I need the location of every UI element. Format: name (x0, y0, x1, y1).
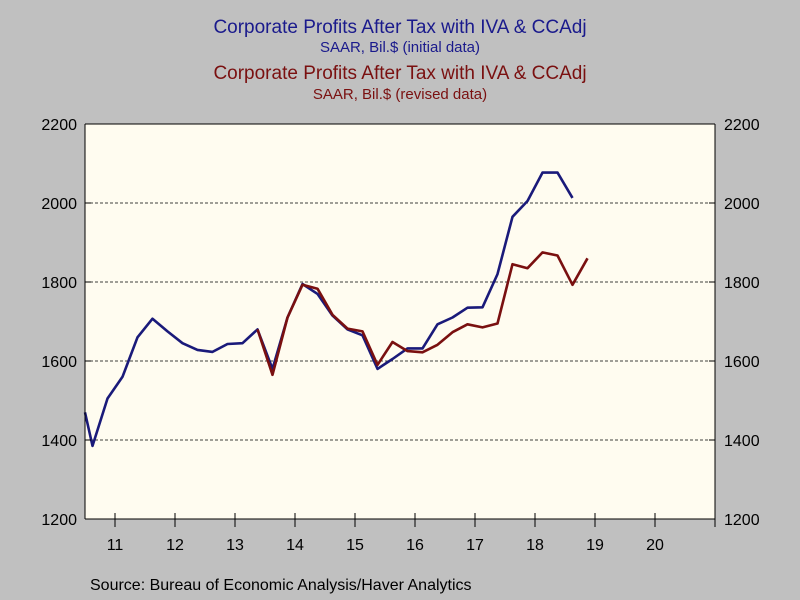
chart-subtitle-revised: SAAR, Bil.$ (revised data) (312, 86, 488, 103)
y-tick-label-right: 1600 (724, 354, 760, 371)
y-tick-label-right: 1200 (724, 512, 760, 529)
x-tick-label: 19 (586, 537, 604, 554)
y-tick-label-right: 1400 (724, 433, 760, 450)
x-tick-label: 14 (286, 537, 304, 554)
series-line-revised (256, 251, 589, 377)
x-tick-label: 18 (526, 537, 544, 554)
x-tick-label: 12 (166, 537, 184, 554)
x-tick-label: 16 (406, 537, 424, 554)
y-tick-label-left: 2200 (41, 117, 77, 134)
y-tick-label-left: 1200 (41, 512, 77, 529)
x-tick-label: 15 (346, 537, 364, 554)
x-tick-label: 11 (107, 537, 124, 554)
chart-title-initial: Corporate Profits After Tax with IVA & C… (213, 17, 587, 38)
chart-title-revised: Corporate Profits After Tax with IVA & C… (213, 63, 587, 84)
y-tick-label-right: 1800 (724, 275, 760, 292)
y-tick-label-left: 1400 (41, 433, 77, 450)
plot-area (85, 124, 715, 519)
x-tick-label: 20 (646, 537, 664, 554)
y-tick-label-left: 1600 (41, 354, 77, 371)
x-tick-label: 17 (466, 537, 484, 554)
y-tick-label-left: 1800 (41, 275, 77, 292)
y-tick-label-right: 2000 (724, 196, 760, 213)
y-tick-label-right: 2200 (724, 117, 760, 134)
x-tick-label: 13 (226, 537, 244, 554)
chart-subtitle-initial: SAAR, Bil.$ (initial data) (319, 39, 481, 56)
series-line-initial (83, 171, 574, 448)
y-tick-label-left: 2000 (41, 196, 77, 213)
source-note: Source: Bureau of Economic Analysis/Have… (90, 577, 472, 594)
